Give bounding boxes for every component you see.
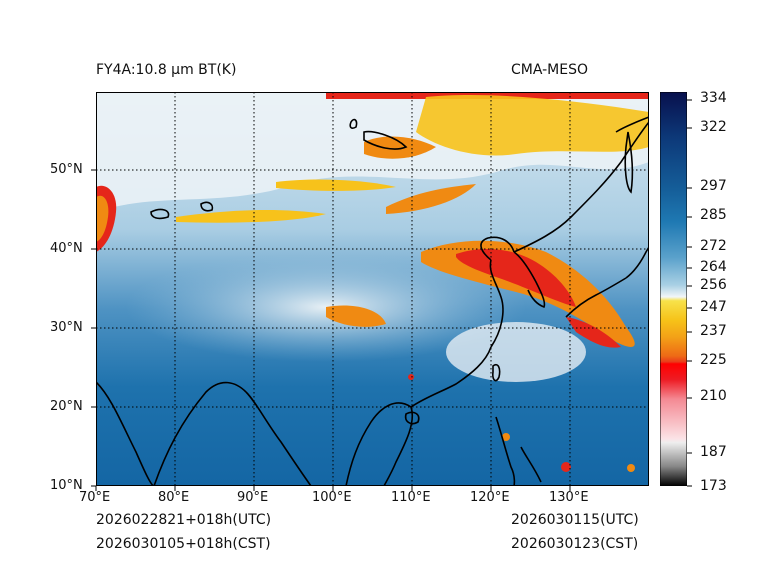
cloud-streak-1 [176, 210, 326, 223]
colorbar-label-264: 264 [700, 259, 727, 275]
colorbar-ramp [659, 91, 688, 487]
lon-tick-100: 100°E [312, 490, 352, 505]
colorbar-label-210: 210 [700, 388, 727, 404]
tropical-cell-4 [408, 374, 414, 380]
colorbar-label-173: 173 [700, 478, 727, 494]
map-border [96, 92, 649, 486]
lat-tick-30: 30°N [50, 320, 83, 335]
colorbar-label-225: 225 [700, 352, 727, 368]
lon-tick-120: 120°E [470, 490, 510, 505]
cloud-east-china [446, 322, 586, 382]
colorbar-label-256: 256 [700, 277, 727, 293]
colorbar-label-285: 285 [700, 207, 727, 223]
init-time-utc: 2026022821+018h(UTC) [96, 512, 272, 528]
model-label: CMA-MESO [511, 62, 589, 78]
valid-time-utc: 2026030115(UTC) [511, 512, 639, 528]
cloud-korea-red [456, 248, 576, 307]
lon-tick-130: 130°E [549, 490, 589, 505]
cloud-northeast-orange [364, 136, 436, 159]
cloud-streak-2 [276, 179, 396, 191]
lat-tick-10: 10°N [50, 478, 83, 493]
graticule [96, 92, 649, 486]
lon-tick-110: 110°E [391, 490, 431, 505]
product-title: FY4A:10.8 µm BT(K) [96, 62, 237, 78]
coastlines [96, 116, 649, 486]
cloud-streak-3 [386, 184, 476, 214]
lat-tick-40: 40°N [50, 241, 83, 256]
valid-time-cst: 2026030123(CST) [511, 536, 639, 552]
lon-tick-80: 80°E [158, 490, 190, 505]
cloud-northeast-yellow [416, 95, 649, 156]
lon-tick-90: 90°E [237, 490, 269, 505]
colorbar [659, 91, 688, 487]
colorbar-label-237: 237 [700, 323, 727, 339]
colorbar-label-247: 247 [700, 299, 727, 315]
tropical-cell-1 [502, 433, 510, 441]
colorbar-label-322: 322 [700, 119, 727, 135]
satellite-map [96, 92, 649, 486]
colorbar-label-187: 187 [700, 444, 727, 460]
colorbar-label-334: 334 [700, 90, 727, 106]
tropical-cell-2 [561, 462, 571, 472]
cloud-japan-red [566, 317, 621, 348]
lat-tick-50: 50°N [50, 162, 83, 177]
colorbar-label-297: 297 [700, 178, 727, 194]
lat-tick-20: 20°N [50, 399, 83, 414]
cloud-streak-4 [326, 305, 386, 327]
tropical-cell-3 [627, 464, 635, 472]
colorbar-label-272: 272 [700, 238, 727, 254]
lon-tick-70: 70°E [79, 490, 111, 505]
cloud-west-orange [96, 195, 109, 242]
init-time-cst: 2026030105+018h(CST) [96, 536, 271, 552]
